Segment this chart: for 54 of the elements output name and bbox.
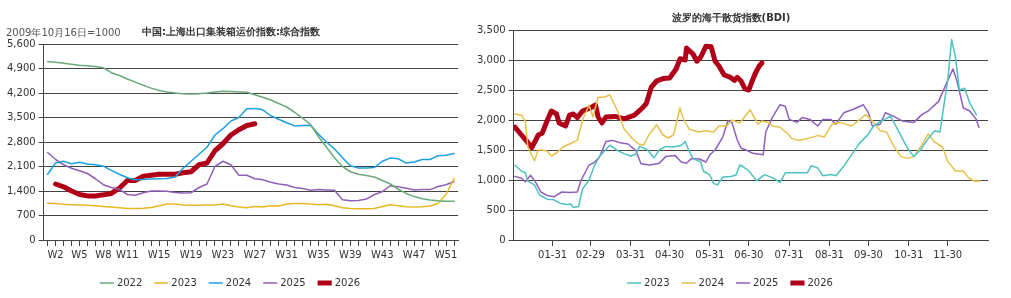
x-tick-label: 03-31 (616, 248, 646, 260)
y-axis-title: 2009年10月16日=1000 (6, 26, 121, 38)
x-tick-label: W23 (211, 248, 235, 260)
legend-label: 2022 (116, 276, 143, 288)
y-tick-label: 3,500 (476, 23, 506, 35)
legend-label: 2024 (225, 276, 252, 288)
x-tick-label: W8 (95, 248, 112, 260)
x-tick-label: 11-30 (933, 248, 963, 260)
x-tick-label: W2 (47, 248, 64, 260)
y-tick-label: 1,000 (476, 173, 506, 185)
y-tick-label: 500 (486, 203, 506, 215)
x-tick-label: W43 (370, 248, 394, 260)
legend-label: 2025 (753, 276, 779, 288)
x-tick-label: W19 (179, 248, 203, 260)
y-tick-label: 3,000 (476, 53, 506, 65)
legend-label: 2024 (698, 276, 724, 288)
x-tick-label: 07-31 (774, 248, 804, 260)
x-tick-label: 10-31 (894, 248, 924, 260)
y-tick-label: 2,100 (6, 160, 36, 172)
x-tick-label: 04-30 (655, 248, 685, 260)
chart-title: 波罗的海干散货指数(BDI) (670, 11, 791, 23)
x-tick-label: W31 (275, 248, 298, 260)
x-tick-label: W27 (243, 248, 267, 260)
x-tick-label: W51 (434, 248, 458, 260)
x-tick-label: W15 (147, 248, 171, 260)
legend-label: 2025 (280, 276, 306, 288)
x-tick-label: 02-29 (575, 248, 605, 260)
y-tick-label: 4,900 (6, 62, 36, 74)
legend-label: 2023 (171, 276, 197, 288)
x-tick-label: W39 (339, 248, 362, 260)
legend-label: 2023 (644, 276, 670, 288)
x-tick-label: 05-31 (695, 248, 725, 260)
y-tick-label: 0 (499, 233, 506, 245)
x-tick-label: W47 (402, 248, 426, 260)
x-tick-label: 08-31 (814, 248, 844, 260)
y-tick-label: 2,000 (476, 113, 506, 125)
y-tick-label: 3,500 (6, 111, 36, 123)
x-tick-label: 06-30 (734, 248, 764, 260)
x-tick-label: W11 (115, 248, 139, 260)
legend-label: 2026 (334, 276, 361, 288)
y-tick-label: 2,500 (476, 83, 506, 95)
x-tick-label: W35 (307, 248, 330, 260)
x-tick-label: W5 (71, 248, 88, 260)
y-tick-label: 4,200 (6, 86, 36, 98)
x-tick-label: 01-31 (538, 248, 568, 260)
x-tick-label: 09-30 (853, 248, 883, 260)
y-tick-label: 5,600 (6, 37, 36, 49)
y-tick-label: 2,800 (6, 135, 36, 147)
legend-label: 2026 (807, 276, 833, 288)
y-tick-label: 1,500 (476, 143, 506, 155)
y-tick-label: 0 (29, 233, 36, 245)
chart-title: 中国:上海出口集装箱运价指数:综合指数 (142, 25, 321, 37)
y-tick-label: 1,400 (6, 184, 36, 196)
y-tick-label: 700 (16, 209, 36, 221)
